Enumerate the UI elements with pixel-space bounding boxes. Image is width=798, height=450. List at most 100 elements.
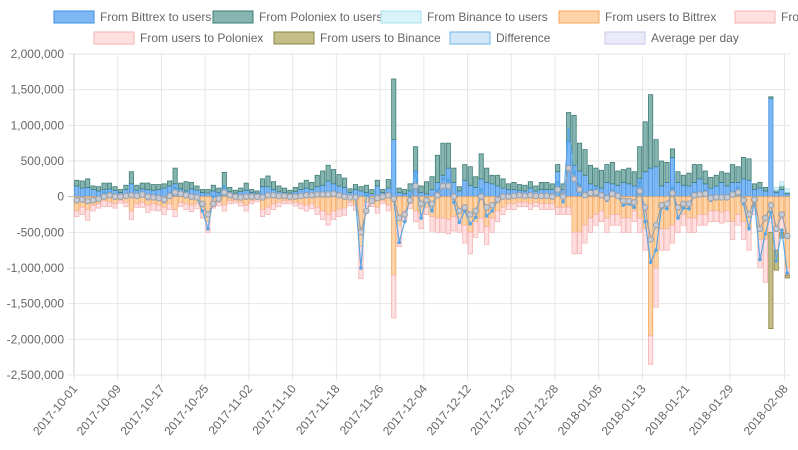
- average-per-day-point: [461, 204, 469, 211]
- x-tick-label: 2017-12-20: [467, 382, 517, 438]
- bar: [413, 210, 419, 223]
- average-per-day-point: [439, 182, 447, 190]
- bar: [702, 170, 708, 185]
- bar: [495, 185, 501, 198]
- average-per-day-point: [264, 191, 272, 199]
- average-per-day-point: [505, 193, 512, 200]
- bar: [440, 217, 446, 233]
- bar: [697, 196, 703, 215]
- bar: [582, 149, 588, 176]
- bar: [150, 184, 156, 191]
- bar: [598, 169, 604, 189]
- bar: [577, 196, 583, 233]
- bar: [593, 196, 599, 215]
- bar: [347, 188, 353, 193]
- bar: [314, 196, 320, 208]
- average-per-day-point: [390, 195, 398, 203]
- bar: [500, 206, 506, 215]
- legend-label: Average per day: [651, 31, 739, 45]
- average-per-day-point: [84, 197, 91, 205]
- bar: [112, 186, 118, 191]
- average-per-day-point: [641, 204, 649, 211]
- bar: [90, 185, 96, 190]
- bar: [413, 196, 419, 212]
- bar: [331, 196, 337, 212]
- bars: [74, 78, 790, 365]
- bar: [571, 231, 577, 255]
- bar: [708, 177, 714, 189]
- difference-point: [468, 221, 473, 226]
- bar: [90, 189, 96, 198]
- bar: [686, 172, 692, 187]
- lines: [73, 128, 791, 275]
- average-per-day-point: [701, 190, 709, 198]
- bar: [325, 164, 331, 182]
- bar: [79, 187, 85, 198]
- bar: [309, 181, 315, 190]
- bar: [440, 142, 446, 176]
- difference-point: [774, 259, 779, 263]
- average-per-day-point: [384, 191, 392, 199]
- bar: [609, 196, 615, 215]
- bar: [101, 182, 107, 190]
- bar: [358, 190, 364, 198]
- bar: [571, 196, 577, 233]
- average-per-day-point: [155, 194, 163, 202]
- bar: [779, 189, 785, 198]
- average-per-day-point: [100, 193, 108, 200]
- bar: [571, 114, 577, 166]
- bar: [577, 231, 583, 255]
- bar: [555, 196, 561, 208]
- average-per-day-point: [242, 193, 250, 200]
- bar: [751, 189, 758, 198]
- average-per-day-point: [226, 191, 234, 199]
- average-per-day-point: [177, 190, 184, 198]
- bar: [784, 274, 790, 279]
- gridlines: [68, 53, 790, 381]
- legend-swatch: [604, 31, 646, 45]
- bar: [489, 217, 495, 233]
- x-tick-label: 2017-11-18: [293, 382, 343, 438]
- bar: [686, 185, 692, 198]
- x-tick-label: 2017-10-25: [161, 382, 211, 438]
- bar: [637, 217, 643, 233]
- bar: [631, 171, 637, 187]
- average-per-day-point: [729, 191, 736, 198]
- bar: [363, 184, 369, 193]
- bar: [669, 224, 676, 244]
- bar: [741, 178, 747, 198]
- bar: [713, 174, 719, 187]
- bar: [150, 203, 156, 211]
- average-per-day-point: [456, 207, 463, 215]
- bar: [74, 179, 80, 187]
- x-tick-label: 2017-11-10: [249, 382, 299, 438]
- bar: [298, 203, 304, 210]
- bar: [243, 204, 249, 212]
- bar: [582, 224, 588, 244]
- bar: [659, 160, 665, 187]
- bar: [462, 179, 468, 198]
- bar: [281, 187, 287, 193]
- bar: [145, 204, 151, 213]
- average-per-day-point: [587, 189, 594, 197]
- average-per-day-point: [357, 229, 365, 236]
- legend-swatch: [449, 31, 491, 45]
- y-tick-label: -1,500,000: [7, 297, 65, 311]
- bar: [402, 189, 408, 195]
- bar: [467, 166, 473, 186]
- bar: [194, 185, 200, 191]
- average-per-day-point: [346, 194, 354, 201]
- average-per-day-point: [685, 200, 693, 208]
- bar: [691, 196, 697, 219]
- x-tick-label: 2017-12-12: [424, 382, 474, 438]
- legend-swatch: [212, 10, 254, 24]
- bar: [199, 189, 205, 193]
- average-per-day-point: [139, 191, 146, 198]
- bar: [549, 183, 555, 190]
- bar: [686, 217, 692, 233]
- bar: [161, 183, 167, 189]
- bar: [445, 196, 451, 220]
- average-per-day-point: [253, 193, 261, 200]
- average-per-day-point: [406, 196, 414, 204]
- bar: [243, 182, 249, 191]
